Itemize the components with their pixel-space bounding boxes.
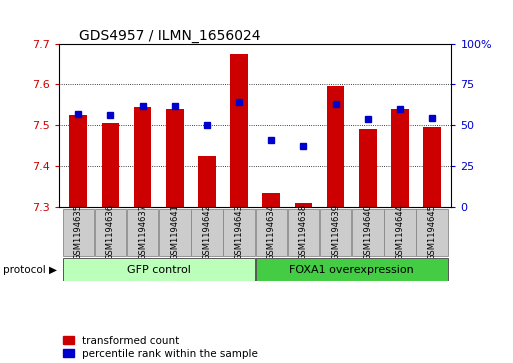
FancyBboxPatch shape [159,209,190,256]
Text: GSM1194638: GSM1194638 [299,204,308,260]
FancyBboxPatch shape [191,209,223,256]
FancyBboxPatch shape [95,209,126,256]
Text: protocol ▶: protocol ▶ [3,265,56,274]
Bar [294,203,312,207]
Text: GSM1194636: GSM1194636 [106,204,115,260]
FancyBboxPatch shape [63,258,255,281]
Text: GSM1194634: GSM1194634 [267,204,276,260]
Text: GSM1194640: GSM1194640 [363,204,372,260]
Bar [102,123,120,207]
Text: GSM1194641: GSM1194641 [170,204,180,260]
Text: GSM1194637: GSM1194637 [138,204,147,260]
FancyBboxPatch shape [288,209,319,256]
Bar [391,109,409,207]
Text: GSM1194635: GSM1194635 [74,204,83,260]
Bar [327,86,345,207]
FancyBboxPatch shape [417,209,448,256]
Text: GSM1194642: GSM1194642 [203,204,211,260]
Bar [263,193,280,207]
Bar [230,54,248,207]
FancyBboxPatch shape [352,209,384,256]
FancyBboxPatch shape [384,209,416,256]
Text: GSM1194639: GSM1194639 [331,204,340,260]
FancyBboxPatch shape [127,209,159,256]
FancyBboxPatch shape [255,258,448,281]
Text: GFP control: GFP control [127,265,191,274]
Text: GSM1194644: GSM1194644 [396,204,404,260]
Bar [359,129,377,207]
FancyBboxPatch shape [63,209,94,256]
FancyBboxPatch shape [320,209,351,256]
Legend: transformed count, percentile rank within the sample: transformed count, percentile rank withi… [59,331,262,363]
Text: GSM1194643: GSM1194643 [234,204,244,260]
Bar [134,107,151,207]
Text: FOXA1 overexpression: FOXA1 overexpression [289,265,414,274]
FancyBboxPatch shape [223,209,255,256]
Bar [198,156,216,207]
Bar [423,127,441,207]
Bar [166,109,184,207]
FancyBboxPatch shape [255,209,287,256]
Text: GSM1194645: GSM1194645 [428,204,437,260]
Bar [69,115,87,207]
Text: GDS4957 / ILMN_1656024: GDS4957 / ILMN_1656024 [78,29,260,42]
